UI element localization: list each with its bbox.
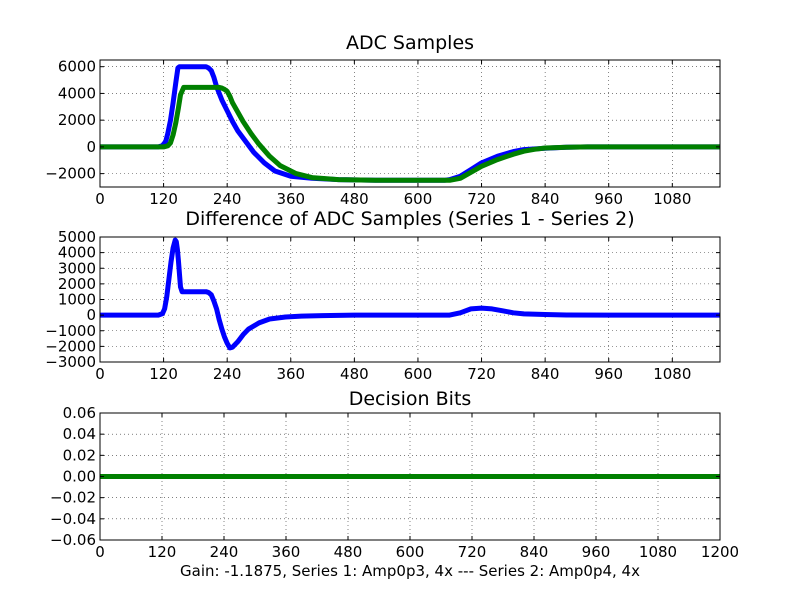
y-tick-label: 0.04 [63, 425, 96, 443]
series-line-2 [100, 84, 720, 183]
x-tick-label: 600 [396, 543, 425, 561]
y-tick-label: 0 [86, 138, 96, 156]
y-tick-label: −0.02 [50, 489, 96, 507]
x-tick-label: 480 [334, 543, 363, 561]
panel-2: 0 120 240 360 480 600 720 840 960 1080 −3000−2000−… [45, 208, 721, 383]
y-tick-label: 5000 [58, 228, 96, 246]
x-tick-label: 1200 [701, 543, 739, 561]
y-tick-label: 4000 [58, 84, 96, 102]
x-tick-label: 960 [594, 365, 623, 383]
x-tick-label: 0 [95, 543, 105, 561]
y-tick-label: 3000 [58, 259, 96, 277]
series-line-1 [100, 237, 720, 351]
x-tick-label: 840 [531, 190, 560, 208]
panel-1: 0 120 240 360 480 600 720 840 960 1080 −2000 0 2000 4… [45, 32, 721, 208]
x-tick-label: 0 [95, 365, 105, 383]
y-tick-label: −0.06 [50, 531, 96, 549]
y-tick-label: −1000 [45, 322, 96, 340]
x-tick-label: 1080 [639, 543, 677, 561]
x-tick-label: 600 [404, 190, 433, 208]
x-tick-label: 360 [276, 190, 305, 208]
x-tick-label: 120 [149, 365, 178, 383]
x-tick-label: 240 [210, 543, 239, 561]
y-tick-label: 0.06 [63, 404, 96, 422]
x-tick-label: 240 [213, 365, 242, 383]
y-tick-label: −2000 [45, 337, 96, 355]
y-tick-label: 2000 [58, 111, 96, 129]
x-tick-label: 480 [340, 365, 369, 383]
x-tick-label: 1080 [653, 190, 691, 208]
series-line-1 [100, 64, 720, 183]
x-tick-label: 360 [276, 365, 305, 383]
axes-frame [99, 59, 721, 188]
x-tick-label: 1080 [653, 365, 691, 383]
x-tick-label: 120 [148, 543, 177, 561]
panels: 0 120 240 360 480 600 720 840 960 1080 −2000 0 2000 4… [45, 32, 739, 580]
x-tick-label: 720 [458, 543, 487, 561]
x-tick-label: 600 [404, 365, 433, 383]
y-tick-label: 6000 [58, 58, 96, 76]
x-tick-label: 480 [340, 190, 369, 208]
y-tick-label: −0.04 [50, 510, 96, 528]
x-tick-label: 720 [467, 190, 496, 208]
y-tick-label: 0.02 [63, 446, 96, 464]
y-tick-label: 2000 [58, 275, 96, 293]
y-tick-label: 4000 [58, 244, 96, 262]
x-tick-label: 720 [467, 365, 496, 383]
y-tick-label: 1000 [58, 291, 96, 309]
x-axis-label: Gain: -1.1875, Series 1: Amp0p3, 4x --- … [180, 562, 640, 580]
x-tick-label: 960 [594, 190, 623, 208]
x-tick-label: 840 [531, 365, 560, 383]
x-tick-label: 240 [213, 190, 242, 208]
chart-title: ADC Samples [346, 32, 474, 54]
y-tick-label: −2000 [45, 165, 96, 183]
chart-title: Decision Bits [349, 388, 472, 410]
y-tick-label: 0.00 [63, 468, 96, 486]
y-tick-label: 0 [86, 306, 96, 324]
panel-3: 0 120 240 360 480 600 720 840 960 1080 1200 −0.06 −0… [50, 388, 739, 580]
x-tick-label: 0 [95, 190, 105, 208]
x-tick-label: 120 [149, 190, 178, 208]
x-tick-label: 840 [520, 543, 549, 561]
y-tick-label: −3000 [45, 353, 96, 371]
x-tick-label: 360 [272, 543, 301, 561]
chart-title: Difference of ADC Samples (Series 1 - Se… [185, 208, 634, 230]
x-tick-label: 960 [582, 543, 611, 561]
